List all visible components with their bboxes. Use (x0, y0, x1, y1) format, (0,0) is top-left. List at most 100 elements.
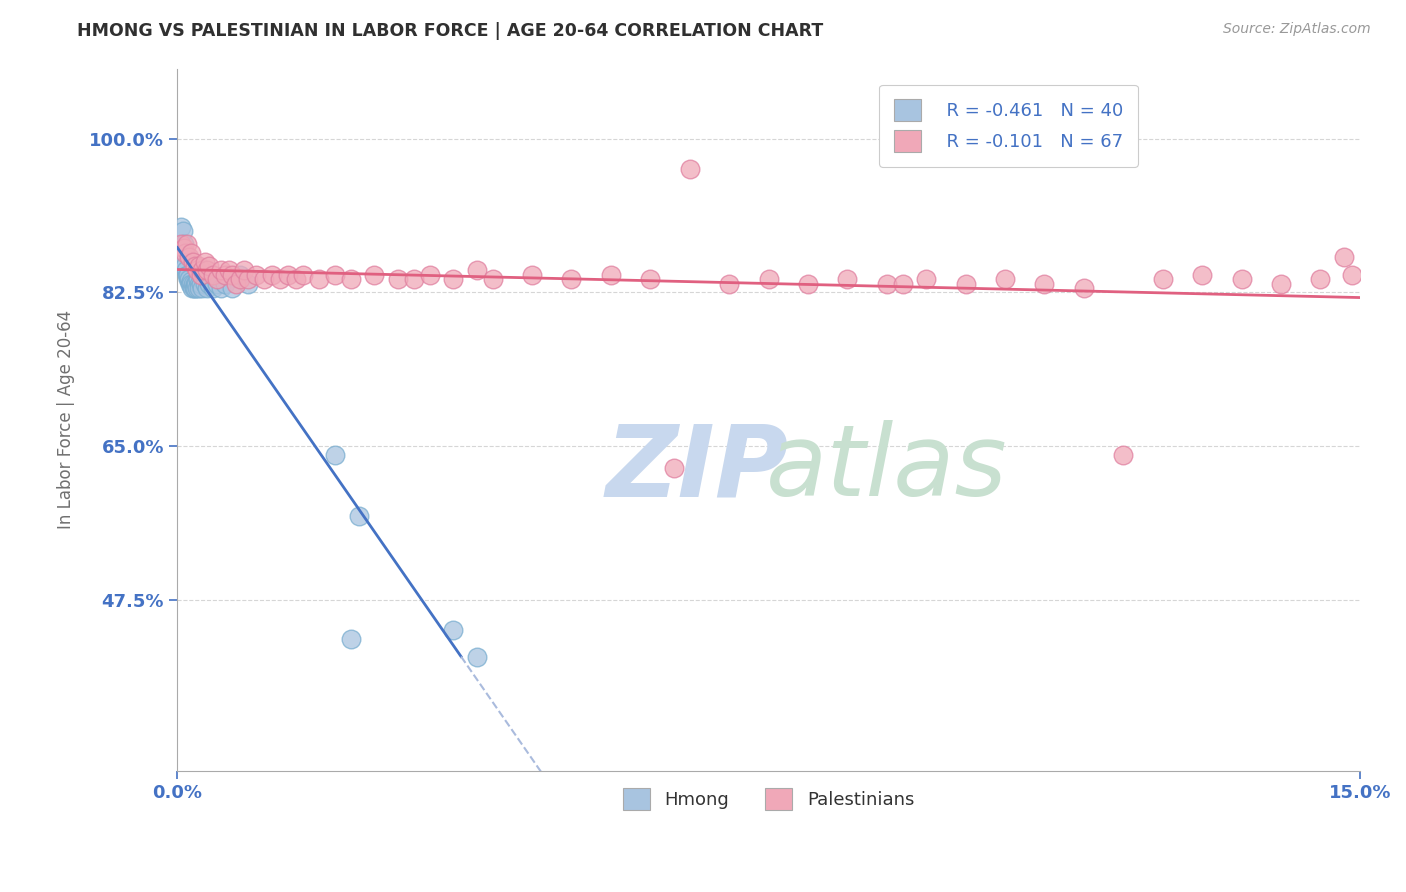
Point (758, 272, 780, 286)
Text: ZIP: ZIP (606, 420, 789, 517)
Point (201, 281, 224, 295)
Point (205, 272, 228, 286)
Point (173, 242, 195, 256)
Point (214, 277, 236, 291)
Point (186, 281, 208, 295)
Point (402, 272, 425, 286)
Point (180, 277, 202, 291)
Point (1333, 250, 1355, 264)
Point (205, 277, 228, 291)
Text: HMONG VS PALESTINIAN IN LABOR FORCE | AGE 20-64 CORRELATION CHART: HMONG VS PALESTINIAN IN LABOR FORCE | AG… (77, 22, 824, 40)
Point (481, 272, 503, 286)
Point (174, 263, 197, 277)
Point (177, 250, 200, 264)
Point (176, 237, 198, 252)
Point (797, 277, 820, 291)
Point (194, 277, 217, 291)
Point (233, 263, 256, 277)
Point (339, 632, 361, 646)
Point (253, 272, 276, 286)
Point (187, 277, 209, 291)
Text: atlas: atlas (766, 420, 1008, 517)
Point (308, 272, 330, 286)
Point (560, 272, 582, 286)
Point (174, 245, 197, 260)
Point (679, 162, 702, 177)
Point (1073, 281, 1095, 295)
Point (194, 254, 217, 268)
Point (190, 277, 212, 291)
Point (1340, 268, 1362, 282)
Point (225, 277, 247, 291)
Point (181, 254, 204, 268)
Point (418, 268, 440, 282)
Point (339, 272, 361, 286)
Point (201, 268, 224, 282)
Point (520, 268, 543, 282)
Point (172, 224, 194, 238)
Point (347, 509, 370, 524)
Point (190, 268, 212, 282)
Point (1230, 272, 1253, 286)
Point (180, 245, 202, 260)
Point (180, 274, 202, 288)
Point (441, 272, 464, 286)
Point (177, 272, 200, 286)
Point (214, 268, 236, 282)
Point (292, 268, 315, 282)
Point (198, 259, 221, 273)
Point (188, 281, 211, 295)
Point (915, 272, 938, 286)
Point (174, 259, 197, 273)
Point (173, 237, 195, 252)
Point (1152, 272, 1174, 286)
Point (599, 268, 621, 282)
Point (195, 263, 218, 277)
Point (187, 272, 209, 286)
Point (277, 268, 299, 282)
Point (387, 272, 409, 286)
Point (955, 277, 977, 291)
Point (284, 272, 307, 286)
Point (221, 268, 243, 282)
Point (173, 254, 195, 268)
Point (837, 272, 859, 286)
Legend: Hmong, Palestinians: Hmong, Palestinians (609, 774, 928, 825)
Point (718, 277, 741, 291)
Point (245, 268, 267, 282)
Point (188, 259, 211, 273)
Point (363, 268, 385, 282)
Point (176, 272, 198, 286)
Point (238, 277, 260, 291)
Point (465, 263, 488, 277)
Point (1270, 277, 1292, 291)
Point (1309, 272, 1331, 286)
Point (218, 263, 240, 277)
Point (209, 263, 232, 277)
Point (170, 237, 193, 252)
Point (323, 448, 346, 462)
Point (465, 649, 488, 664)
Point (229, 272, 252, 286)
Point (195, 281, 218, 295)
Point (198, 277, 221, 291)
Point (638, 272, 661, 286)
Point (323, 268, 346, 282)
Point (662, 461, 685, 475)
Point (181, 277, 204, 291)
Point (179, 277, 201, 291)
Point (229, 268, 252, 282)
Point (186, 277, 208, 291)
Point (891, 277, 914, 291)
Point (181, 281, 204, 295)
Point (1112, 448, 1135, 462)
Point (183, 281, 205, 295)
Y-axis label: In Labor Force | Age 20-64: In Labor Force | Age 20-64 (58, 310, 75, 529)
Point (186, 263, 208, 277)
Point (191, 281, 214, 295)
Point (170, 219, 193, 234)
Point (221, 281, 243, 295)
Point (184, 281, 207, 295)
Point (994, 272, 1017, 286)
Point (176, 268, 198, 282)
